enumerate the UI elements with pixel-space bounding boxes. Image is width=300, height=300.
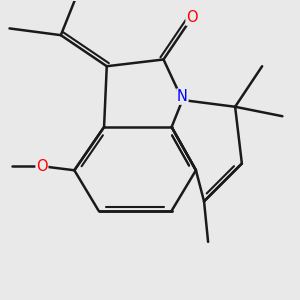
Text: N: N	[177, 89, 188, 104]
Text: O: O	[36, 159, 48, 174]
Text: O: O	[186, 10, 198, 25]
